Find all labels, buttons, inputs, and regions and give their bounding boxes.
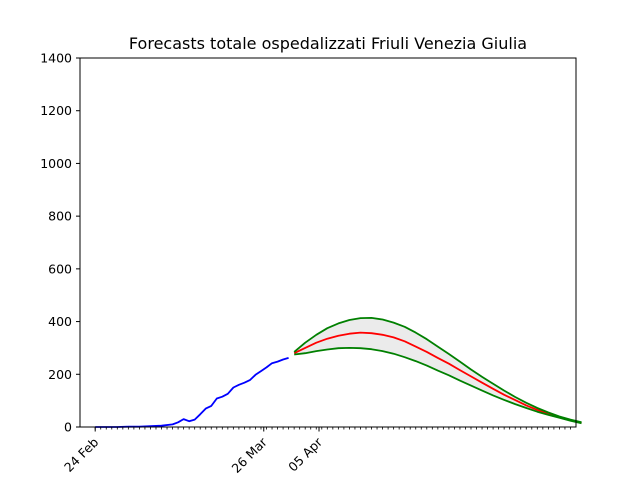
series-line-0	[95, 357, 289, 428]
y-tick-label: 800	[48, 209, 72, 224]
series-line-1	[293, 331, 582, 424]
y-tick-label: 1000	[40, 156, 72, 171]
chart-title: Forecasts totale ospedalizzati Friuli Ve…	[129, 34, 527, 53]
x-tick-label: 05 Apr	[285, 434, 326, 475]
plot-frame	[79, 57, 577, 428]
x-tick-label: 24 Feb	[61, 434, 101, 474]
y-tick-label: 400	[48, 314, 72, 329]
plot-area	[79, 57, 582, 428]
y-axis: 0 200 400 600 800 1000 1200 1400	[40, 51, 80, 435]
x-axis: 24 Feb 26 Mar 05 Apr	[61, 427, 571, 476]
y-tick-label: 1400	[40, 51, 72, 66]
y-tick-label: 200	[48, 367, 72, 382]
series-line-3	[294, 347, 582, 425]
y-tick-label: 1200	[40, 103, 72, 118]
y-tick-label: 0	[64, 420, 72, 435]
y-tick-label: 600	[48, 261, 72, 276]
series-line-2	[293, 317, 582, 424]
x-tick-label: 26 Mar	[229, 434, 271, 476]
